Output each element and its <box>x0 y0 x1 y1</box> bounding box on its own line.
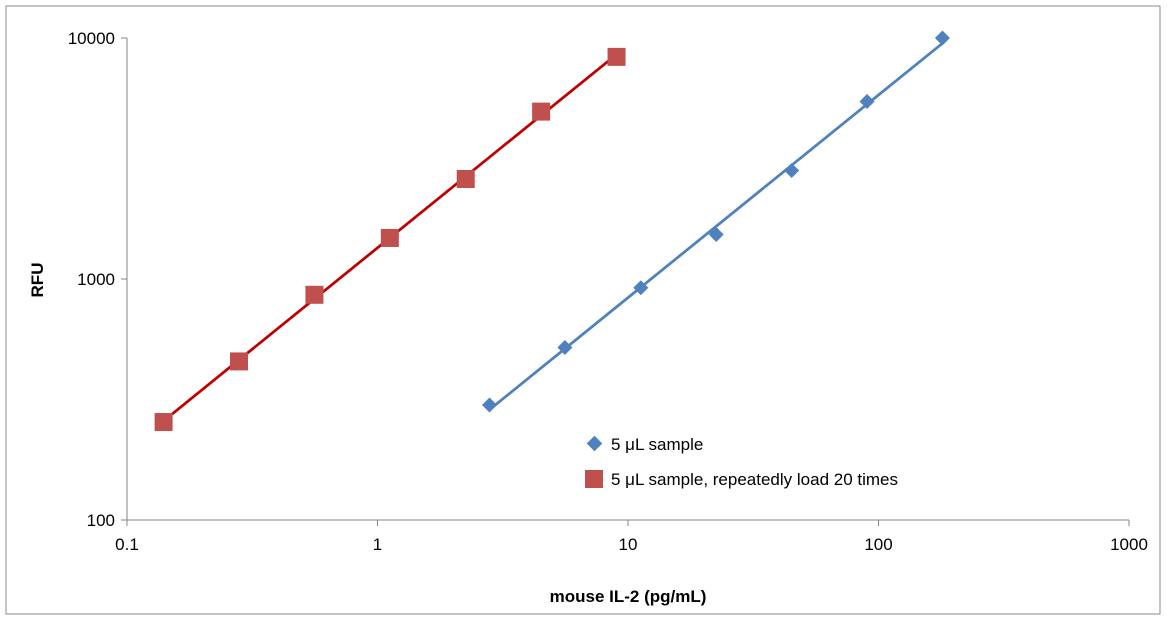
data-point-series-2 <box>305 285 324 304</box>
data-point-series-2 <box>532 102 551 121</box>
y-axis-title: RFU <box>28 263 47 298</box>
y-tick-label: 10000 <box>68 29 115 48</box>
data-point-series-2 <box>456 169 475 188</box>
chart-border <box>5 5 1161 615</box>
x-axis-title: mouse IL-2 (pg/mL) <box>550 587 707 606</box>
y-tick-label: 1000 <box>77 270 115 289</box>
x-tick-label: 0.1 <box>115 535 139 554</box>
data-point-series-1 <box>859 94 875 110</box>
legend: 5 μL sample 5 μL sample, repeatedly load… <box>585 435 898 489</box>
legend-label-series-2: 5 μL sample, repeatedly load 20 times <box>611 470 898 489</box>
legend-label-series-1: 5 μL sample <box>611 435 703 454</box>
legend-marker-series-2 <box>585 470 603 488</box>
data-point-series-1 <box>557 339 573 355</box>
data-point-series-1 <box>784 162 800 178</box>
data-point-series-1 <box>482 397 498 413</box>
x-tick-label: 100 <box>864 535 892 554</box>
data-point-series-2 <box>607 47 626 66</box>
x-tick-label: 10 <box>619 535 638 554</box>
data-point-series-2 <box>380 228 399 247</box>
y-tick-label: 100 <box>87 511 115 530</box>
data-point-series-1 <box>633 280 649 296</box>
data-point-series-2 <box>230 352 249 371</box>
x-tick-label: 1 <box>373 535 382 554</box>
data-point-series-1 <box>934 30 950 46</box>
data-point-series-1 <box>708 226 724 242</box>
axes: 0.1 1 10 100 1000 100 1000 10000 <box>68 29 1148 554</box>
data-point-series-2 <box>154 413 173 432</box>
data-points <box>154 30 950 432</box>
x-tick-label: 1000 <box>1110 535 1148 554</box>
